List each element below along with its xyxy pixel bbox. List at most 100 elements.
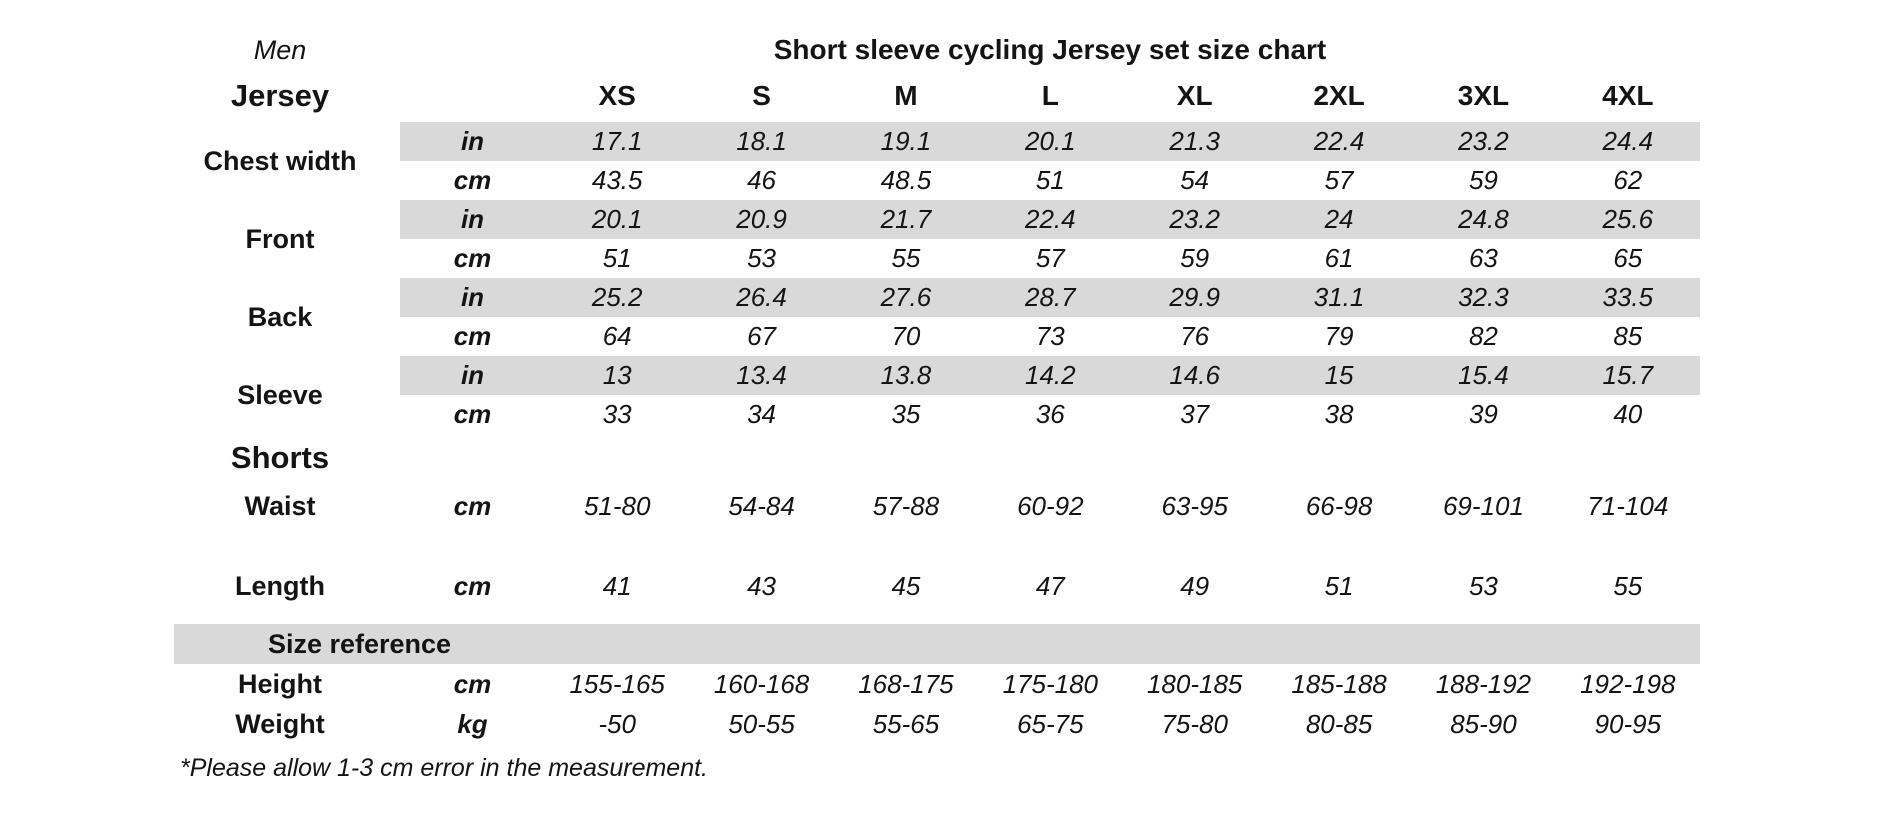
value-cell: 47 [1035,570,1065,601]
value-cell: 55 [891,243,921,273]
unit-cell-front-cm: cm [453,243,492,273]
value-cell: 15 [1266,356,1412,395]
value-cell: 180-185 [1146,668,1243,699]
value-cell: 43 [747,570,777,601]
value-cell: 21.3 [1122,122,1267,161]
unit-cell-length: cm [453,570,492,601]
value-cell: 24.8 [1411,200,1556,239]
value-cell: 14.6 [1122,356,1267,395]
value-cell: 85 [1613,321,1643,351]
value-cell: 13.8 [833,356,979,395]
value-cell: 67 [747,321,777,351]
value-cell: 54-84 [728,490,795,521]
value-cell: 75-80 [1161,708,1228,739]
value-cell: 31.1 [1266,278,1412,317]
value-cell: 53 [1468,570,1498,601]
value-cell: 63-95 [1161,490,1228,521]
value-cell: 59 [1468,165,1498,195]
value-cell: 25.6 [1555,200,1700,239]
unit-cell-weight: kg [457,708,488,739]
value-cell: 57 [1035,243,1065,273]
size-header-4xl: 4XL [1602,80,1654,111]
value-cell: 32.3 [1411,278,1556,317]
value-cell: 26.4 [689,278,834,317]
value-cell: 70 [891,321,921,351]
value-cell: 18.1 [689,122,834,161]
value-cell: 85-90 [1450,708,1517,739]
size-header-xs: XS [598,80,636,111]
value-cell: 45 [891,570,921,601]
value-cell: 188-192 [1435,668,1532,699]
unit-cell-sleeve-in: in [400,356,545,395]
value-cell: 13.4 [689,356,834,395]
value-cell: 51-80 [583,490,651,521]
value-cell: 38 [1324,399,1354,429]
value-cell: 71-104 [1587,490,1669,521]
value-cell: 64 [602,321,632,351]
unit-cell-sleeve-cm: cm [453,399,492,429]
value-cell: 46 [747,165,777,195]
value-cell: 20.1 [545,200,690,239]
size-reference-bar: Size reference [174,624,1700,664]
value-cell: 160-168 [713,668,810,699]
row-label-front: Front [245,223,315,254]
value-cell: 185-188 [1291,668,1387,699]
value-cell: 33.5 [1555,278,1700,317]
unit-cell-back-in: in [400,278,545,317]
value-cell: 51 [1324,570,1354,601]
row-label-waist: Waist [244,490,316,521]
section-heading-jersey: Jersey [230,78,330,113]
value-cell: 65-75 [1017,708,1084,739]
value-cell: 57 [1324,165,1354,195]
value-cell: 175-180 [1002,668,1099,699]
value-cell: 49 [1180,570,1210,601]
value-cell: 24 [1266,200,1412,239]
value-cell: 79 [1324,321,1354,351]
value-cell: 66-98 [1305,490,1373,521]
row-label-weight: Weight [235,708,325,739]
size-header-s: S [752,80,771,111]
value-cell: 65 [1613,243,1643,273]
value-cell: 60-92 [1017,490,1084,521]
value-cell: 55-65 [872,708,940,739]
unit-cell-back-cm: cm [453,321,492,351]
value-cell: 17.1 [545,122,690,161]
value-cell: 80-85 [1305,708,1373,739]
value-cell: 168-175 [858,668,954,699]
value-cell: 39 [1468,399,1498,429]
value-cell: 15.7 [1555,356,1700,395]
value-cell: 24.4 [1555,122,1700,161]
section-heading-shorts: Shorts [230,440,330,475]
value-cell: 22.4 [978,200,1123,239]
measurement-footnote: *Please allow 1-3 cm error in the measur… [180,754,709,782]
size-header-2xl: 2XL [1313,80,1365,111]
value-cell: 76 [1180,321,1210,351]
value-cell: 41 [602,570,632,601]
value-cell: 28.7 [978,278,1123,317]
value-cell: 43.5 [591,165,643,195]
value-cell: 15.4 [1411,356,1556,395]
size-chart-grid: Jersey XS S M L XL 2XL 3XL 4XL Chest width in 17.1 1… [160,70,1700,744]
value-cell: 37 [1180,399,1210,429]
chart-title: Short sleeve cycling Jersey set size cha… [773,34,1327,65]
value-cell: 21.7 [833,200,979,239]
unit-cell-chest-width-cm: cm [453,165,492,195]
value-cell: 62 [1613,165,1643,195]
value-cell: 23.2 [1122,200,1267,239]
value-cell: -50 [598,708,636,739]
value-cell: 40 [1613,399,1643,429]
value-cell: 22.4 [1266,122,1412,161]
value-cell: 20.9 [689,200,834,239]
value-cell: 155-165 [569,668,665,699]
row-label-chest-width: Chest width [203,145,357,176]
unit-cell-front-in: in [400,200,545,239]
value-cell: 61 [1324,243,1354,273]
value-cell: 35 [891,399,921,429]
value-cell: 73 [1035,321,1065,351]
value-cell: 25.2 [545,278,690,317]
size-header-xl: XL [1176,80,1213,111]
size-header-l: L [1041,80,1059,111]
value-cell: 54 [1180,165,1210,195]
row-label-length: Length [235,570,325,601]
value-cell: 82 [1468,321,1498,351]
